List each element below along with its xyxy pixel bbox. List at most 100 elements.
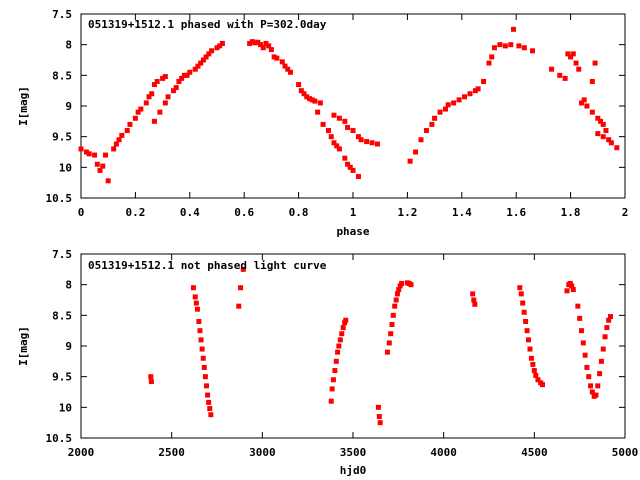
unphased-x-tick-label: 3000 xyxy=(249,446,276,459)
phased-data-point xyxy=(451,100,457,106)
unphased-data-point xyxy=(377,420,383,426)
unphased-data-point xyxy=(375,404,381,410)
phased-data-point xyxy=(263,40,269,46)
unphased-data-point xyxy=(533,372,539,378)
phased-data-point xyxy=(573,60,579,66)
phased-data-point xyxy=(608,140,614,146)
phased-data-point xyxy=(179,75,185,81)
phased-data-point xyxy=(576,66,582,72)
phased-data-point xyxy=(258,42,264,48)
phased-panel: 0 0.2 0.4 0.6 0.8 1 1.2 1.4 1.6 1.8 2 7.5 8 8.5 9 9.5 10… xyxy=(17,8,628,238)
unphased-data-point xyxy=(199,346,205,352)
unphased-y-tick-label: 9.5 xyxy=(52,371,72,384)
unphased-data-point xyxy=(521,309,527,315)
phased-data-point xyxy=(328,134,334,140)
phased-y-tick-label: 9.5 xyxy=(52,131,72,144)
phased-data-point xyxy=(491,45,497,51)
unphased-data-point xyxy=(200,355,206,361)
phased-y-tick-label: 10 xyxy=(59,161,72,174)
phased-data-point xyxy=(516,43,522,49)
phased-data-point xyxy=(374,141,380,147)
phased-data-point xyxy=(342,118,348,124)
phased-data-point xyxy=(442,106,448,112)
phased-data-point xyxy=(603,128,609,134)
phased-data-point xyxy=(146,94,152,100)
phased-data-point xyxy=(345,124,351,130)
phased-data-point xyxy=(105,178,111,184)
unphased-data-point xyxy=(584,364,590,370)
unphased-x-tick-label: 4500 xyxy=(521,446,548,459)
unphased-data-point xyxy=(569,283,575,289)
phased-data-point xyxy=(301,91,307,97)
phased-data-point xyxy=(271,54,277,60)
phased-data-point xyxy=(111,146,117,152)
phased-data-point xyxy=(160,75,166,81)
phased-data-point xyxy=(217,43,223,49)
phased-data-point xyxy=(502,43,508,49)
phased-y-axis-label: I[mag] xyxy=(17,86,30,126)
phased-data-point xyxy=(119,132,125,138)
phased-data-point xyxy=(113,141,119,147)
phased-data-point xyxy=(345,161,351,167)
unphased-panel-title: 051319+1512.1 not phased light curve xyxy=(88,259,327,272)
unphased-y-tick-label: 10 xyxy=(59,401,72,414)
unphased-x-tick-label: 2500 xyxy=(158,446,185,459)
unphased-data-point xyxy=(524,328,530,334)
phased-data-point xyxy=(418,137,424,143)
phased-data-point xyxy=(78,146,84,152)
unphased-data-point xyxy=(384,349,390,355)
phased-data-point xyxy=(304,94,310,100)
unphased-data-point xyxy=(528,355,534,361)
phased-data-point xyxy=(266,43,272,49)
phased-data-point xyxy=(315,109,321,115)
unphased-data-point xyxy=(399,280,405,286)
phased-data-point xyxy=(369,140,375,146)
phased-data-point xyxy=(598,118,604,124)
phased-x-tick-label: 0.4 xyxy=(180,206,200,219)
phased-data-point xyxy=(94,161,100,167)
unphased-data-point xyxy=(197,328,203,334)
phased-data-point xyxy=(508,42,514,48)
phased-data-point xyxy=(568,54,574,60)
unphased-data-point xyxy=(240,266,246,272)
phased-data-point xyxy=(124,128,130,134)
phased-data-point xyxy=(209,48,215,54)
unphased-data-point xyxy=(575,303,581,309)
phased-x-tick-label: 1.4 xyxy=(452,206,472,219)
phased-data-point xyxy=(578,100,584,106)
phased-data-point xyxy=(274,55,280,61)
phased-data-points xyxy=(78,26,620,184)
phased-data-point xyxy=(132,115,138,121)
unphased-data-point xyxy=(340,325,346,331)
unphased-x-tick-label: 3500 xyxy=(340,446,367,459)
phased-data-point xyxy=(309,97,315,103)
phased-data-point xyxy=(530,48,536,54)
unphased-data-point xyxy=(332,368,338,374)
phased-data-point xyxy=(562,75,568,81)
unphased-data-point xyxy=(196,318,202,324)
phased-data-point xyxy=(287,69,293,75)
phased-data-point xyxy=(581,97,587,103)
unphased-y-tick-label: 9 xyxy=(65,340,72,353)
phased-data-point xyxy=(151,82,157,88)
unphased-data-point xyxy=(586,374,592,380)
phased-y-tick-label: 10.5 xyxy=(46,192,73,205)
unphased-y-tick-label: 8 xyxy=(65,279,72,292)
unphased-data-points xyxy=(148,266,613,426)
phased-data-point xyxy=(347,164,353,170)
phased-data-point xyxy=(135,109,141,115)
unphased-data-point xyxy=(531,368,537,374)
phased-data-point xyxy=(285,66,291,72)
phased-data-point xyxy=(437,109,443,115)
unphased-data-point xyxy=(148,374,154,380)
phased-data-point xyxy=(151,118,157,124)
phased-data-point xyxy=(100,163,106,169)
phased-data-point xyxy=(326,128,332,134)
unphased-data-point xyxy=(392,303,398,309)
phased-data-point xyxy=(589,109,595,115)
phased-data-point xyxy=(521,45,527,51)
unphased-data-point xyxy=(607,314,613,320)
unphased-data-point xyxy=(203,383,209,389)
phased-data-point xyxy=(127,121,133,127)
